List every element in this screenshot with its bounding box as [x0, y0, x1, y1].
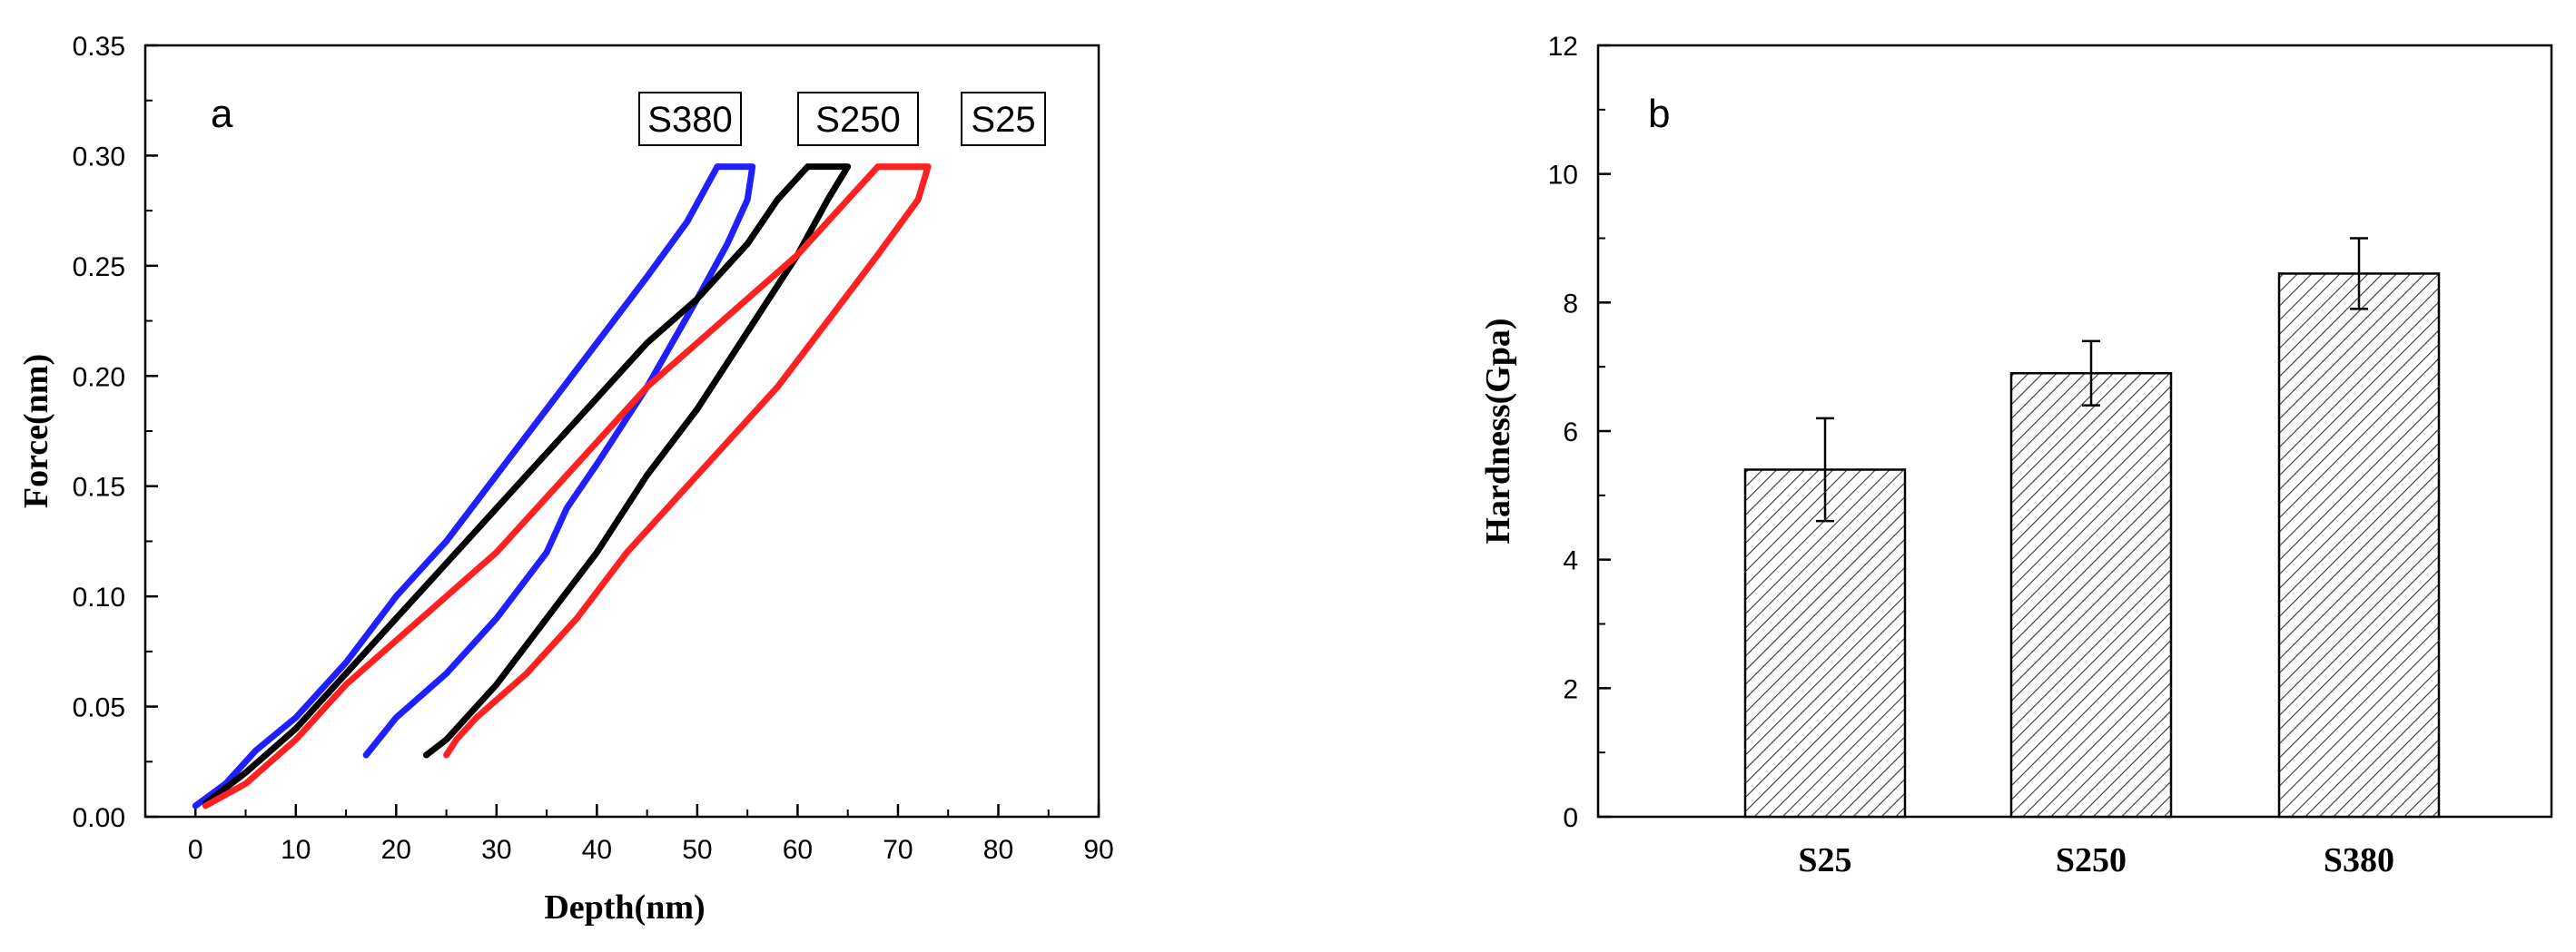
- y-tick-label: 0: [1563, 803, 1578, 833]
- x-tick-label: 90: [1083, 835, 1113, 865]
- y-tick-label: 0.00: [73, 803, 125, 833]
- y-tick-label: 10: [1548, 161, 1578, 191]
- y-tick-label: 8: [1563, 289, 1578, 319]
- y-tick-label: 0.20: [73, 362, 125, 392]
- bar-s380: [2277, 272, 2441, 819]
- chart-b-ticks: 0 2 4 6 8 10 12: [1548, 32, 1611, 833]
- x-tick-label: 50: [682, 835, 712, 865]
- bar-s250: [2009, 372, 2173, 819]
- x-tick-label: 20: [381, 835, 411, 865]
- x-category-label-s250: S250: [2056, 841, 2127, 879]
- legend-box: [961, 92, 1046, 146]
- chart-b-ylabel: Hardness(Gpa): [1479, 318, 1517, 544]
- chart-a: 0 10 20 30 40 50 60 70 80 90 0.00 0.05 0.10 0.15 0.20 0…: [17, 32, 1114, 927]
- series-line-s380: [192, 163, 756, 810]
- y-tick-label: 0.05: [73, 693, 125, 723]
- y-tick-label: 0.25: [73, 252, 125, 282]
- y-tick-label: 2: [1563, 674, 1578, 704]
- x-category-label-s380: S380: [2324, 841, 2394, 879]
- bar-s25: [1743, 468, 1907, 819]
- legend-label-s25: S25: [971, 100, 1035, 140]
- x-tick-label: 0: [188, 835, 203, 865]
- x-tick-label: 30: [481, 835, 511, 865]
- chart-a-legend: S380 S250 S25: [638, 92, 1046, 146]
- chart-b-panel-label: b: [1648, 92, 1670, 136]
- legend-box: [638, 92, 742, 146]
- series-line-s25: [202, 163, 932, 810]
- y-tick-label: 0.15: [73, 473, 125, 503]
- x-tick-label: 40: [582, 835, 612, 865]
- y-tick-label: 0.10: [73, 583, 125, 613]
- chart-b: 0 2 4 6 8 10 12 S25 S250 S380 b Hardness(Gpa): [1479, 32, 2553, 879]
- x-category-label-s25: S25: [1798, 841, 1851, 879]
- chart-a-xlabel: Depth(nm): [544, 888, 705, 927]
- chart-b-bars: S25 S250 S380: [1743, 237, 2441, 879]
- y-tick-label: 0.30: [73, 142, 125, 172]
- series-line-s250: [202, 163, 852, 807]
- chart-a-panel-label: a: [211, 92, 233, 136]
- legend-label-s380: S380: [647, 100, 732, 140]
- legend-box: [797, 92, 919, 146]
- x-tick-label: 70: [883, 835, 913, 865]
- y-tick-label: 4: [1563, 546, 1578, 576]
- legend-label-s250: S250: [815, 100, 900, 140]
- chart-a-series: [192, 163, 932, 810]
- x-tick-label: 80: [983, 835, 1013, 865]
- chart-a-ylabel: Force(nm): [17, 354, 55, 508]
- chart-a-ticks: 0 10 20 30 40 50 60 70 80 90 0.00 0.05 0.10 0.15 0.20 0…: [73, 32, 1114, 865]
- y-tick-label: 12: [1548, 32, 1578, 62]
- x-tick-label: 10: [281, 835, 311, 865]
- x-tick-label: 60: [783, 835, 813, 865]
- y-tick-label: 0.35: [73, 32, 125, 62]
- y-tick-label: 6: [1563, 417, 1578, 447]
